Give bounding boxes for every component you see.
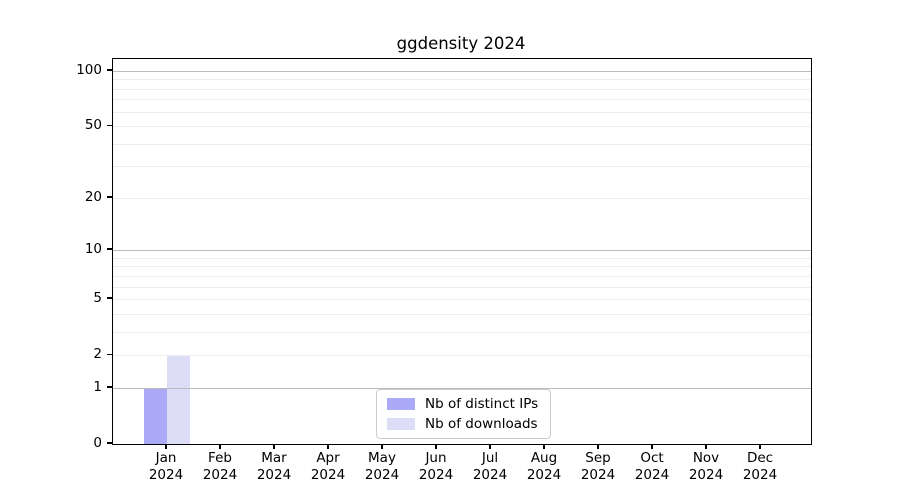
x-tick-label-jul: Jul 2024 [472,450,508,483]
gridline-70 [113,99,811,101]
gridline-9 [113,257,811,259]
y-tick-mark [107,248,112,250]
gridline-40 [113,143,811,145]
x-tick-label-oct: Oct 2024 [634,450,670,483]
y-tick-mark [107,442,112,444]
legend-label: Nb of distinct IPs [425,396,539,412]
gridline-60 [113,111,811,113]
legend-row: Nb of downloads [387,416,538,432]
x-tick-label-jun: Jun 2024 [418,450,454,483]
gridline-100 [113,71,811,72]
gridline-3 [113,331,811,333]
x-tick-mark [543,444,545,449]
x-tick-mark [759,444,761,449]
y-tick-label-100: 100 [76,62,102,78]
x-tick-mark [219,444,221,449]
gridline-80 [113,88,811,90]
x-tick-label-dec: Dec 2024 [742,450,778,483]
x-tick-mark [651,444,653,449]
x-tick-label-may: May 2024 [364,450,400,483]
x-tick-mark [705,444,707,449]
y-tick-label-5: 5 [93,290,102,307]
gridline-7 [113,275,811,277]
gridline-1 [113,387,811,389]
y-tick-label-2: 2 [93,346,102,363]
x-tick-mark [489,444,491,449]
y-tick-label-1: 1 [93,378,102,395]
bar-nb-of-downloads-jan [167,355,190,444]
x-tick-label-sep: Sep 2024 [580,450,616,483]
gridline-4 [113,313,811,315]
gridline-8 [113,266,811,268]
y-tick-label-0: 0 [93,435,102,451]
gridline-30 [113,166,811,168]
legend-swatch-distinct-ips [387,398,415,410]
plot-area [112,58,812,445]
legend-swatch-downloads [387,418,415,430]
gridline-6 [113,286,811,288]
x-tick-mark [435,444,437,449]
x-tick-label-mar: Mar 2024 [256,450,292,483]
x-tick-label-apr: Apr 2024 [310,450,346,483]
x-tick-mark [273,444,275,449]
legend-row: Nb of distinct IPs [387,396,538,412]
chart-title: ggdensity 2024 [396,34,526,53]
x-tick-mark [597,444,599,449]
bar-nb-of-distinct-ips-jan [144,387,167,444]
y-tick-mark [107,69,112,71]
x-tick-label-aug: Aug 2024 [526,450,562,483]
gridline-20 [113,197,811,199]
x-tick-mark [381,444,383,449]
x-tick-mark [165,444,167,449]
y-tick-mark [107,386,112,388]
gridline-2 [113,355,811,357]
x-tick-label-feb: Feb 2024 [202,450,238,483]
gridline-50 [113,126,811,128]
y-tick-mark [107,196,112,198]
y-tick-mark [107,297,112,299]
gridline-90 [113,79,811,81]
y-tick-mark [107,124,112,126]
legend-label: Nb of downloads [425,416,538,432]
gridline-10 [113,250,811,252]
x-tick-label-jan: Jan 2024 [148,450,184,483]
y-tick-mark [107,353,112,355]
y-tick-label-10: 10 [84,241,102,258]
x-tick-mark [327,444,329,449]
y-tick-label-20: 20 [84,188,102,205]
y-tick-label-50: 50 [84,117,102,134]
gridline-5 [113,299,811,301]
x-tick-label-nov: Nov 2024 [688,450,724,483]
legend: Nb of distinct IPs Nb of downloads [376,389,552,439]
